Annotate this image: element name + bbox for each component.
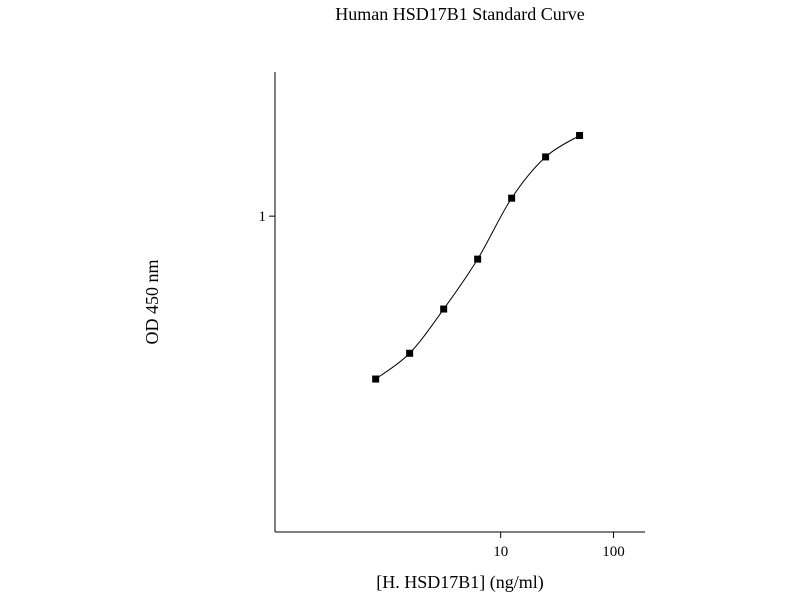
y-tick-label: 1: [259, 209, 267, 225]
y-axis-label: OD 450 nm: [142, 260, 162, 345]
x-tick-label: 10: [493, 544, 508, 560]
point: [372, 375, 380, 383]
point: [542, 153, 550, 161]
point: [576, 132, 584, 140]
point: [406, 349, 414, 357]
x-axis-label: [H. HSD17B1] (ng/ml): [376, 572, 544, 593]
point: [440, 305, 448, 313]
x-tick-label: 100: [602, 544, 625, 560]
point: [508, 194, 516, 202]
chart-title: Human HSD17B1 Standard Curve: [335, 4, 584, 24]
point: [474, 255, 482, 263]
